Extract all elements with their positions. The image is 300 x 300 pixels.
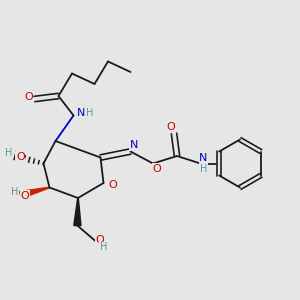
- Text: N: N: [199, 153, 208, 163]
- Polygon shape: [74, 198, 81, 226]
- Text: H: H: [100, 242, 107, 253]
- Text: H: H: [86, 108, 94, 118]
- Text: O: O: [24, 92, 33, 102]
- Text: H: H: [5, 148, 13, 158]
- Polygon shape: [20, 187, 50, 199]
- Text: O: O: [16, 152, 25, 163]
- Text: O: O: [108, 180, 117, 190]
- Text: N: N: [77, 108, 85, 118]
- Text: H: H: [11, 187, 19, 197]
- Text: O: O: [152, 164, 161, 174]
- Text: H: H: [200, 164, 207, 175]
- Text: O: O: [95, 235, 104, 245]
- Text: O: O: [167, 122, 176, 133]
- Text: O: O: [20, 191, 29, 201]
- Text: N: N: [130, 140, 138, 151]
